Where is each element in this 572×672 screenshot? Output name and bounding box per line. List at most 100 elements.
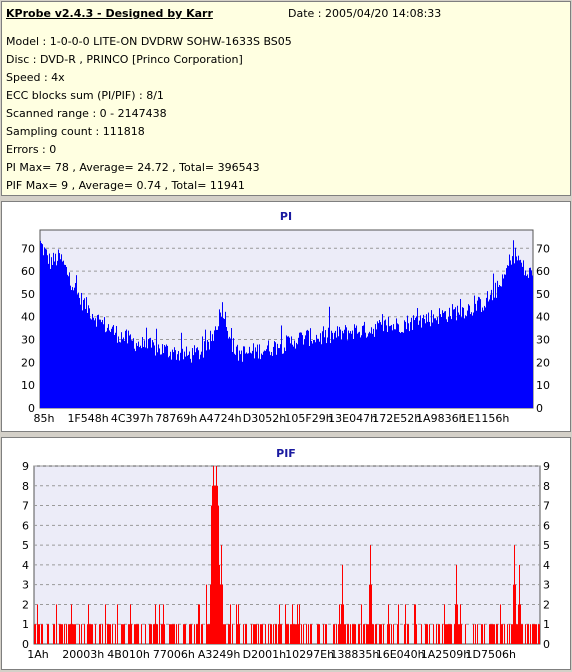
- pif-bar: [169, 624, 170, 644]
- pif-bar: [292, 604, 293, 644]
- pi-bar: [343, 333, 344, 408]
- pi-bar: [352, 330, 353, 408]
- pi-bar: [380, 322, 381, 408]
- pif-stats-line: PIF Max= 9 , Average= 0.74 , Total= 1194…: [6, 179, 245, 192]
- pi-bar: [64, 264, 65, 408]
- pi-bar: [167, 345, 168, 408]
- pi-bar: [96, 326, 97, 408]
- pif-bar: [217, 485, 218, 644]
- pif-bar: [64, 624, 65, 644]
- pif-bar: [70, 624, 71, 644]
- pi-bar: [353, 338, 354, 408]
- pi-bar: [172, 349, 173, 408]
- pi-bar: [198, 350, 199, 408]
- pi-bar: [91, 319, 92, 408]
- pi-bar: [323, 326, 324, 408]
- pif-bar: [389, 624, 390, 644]
- pif-bar: [519, 564, 520, 644]
- pi-bar: [220, 312, 221, 408]
- pi-bar: [48, 263, 49, 408]
- pif-bar: [451, 624, 452, 644]
- pi-bar: [402, 332, 403, 408]
- x-tick-label: 4C397h: [111, 412, 154, 425]
- pi-bar: [452, 304, 453, 408]
- pif-bar: [42, 624, 43, 644]
- pif-bar: [407, 624, 408, 644]
- pi-bar: [94, 320, 95, 408]
- pi-bar: [444, 311, 445, 408]
- pi-bar: [81, 292, 82, 408]
- pi-bar: [268, 340, 269, 408]
- x-tick-label: 13E047h: [328, 412, 377, 425]
- pi-bar: [177, 354, 178, 408]
- pi-bar: [133, 338, 134, 408]
- pif-bar: [123, 624, 124, 644]
- pi-bar: [119, 341, 120, 408]
- pif-bar: [491, 624, 492, 644]
- pi-bar: [69, 272, 70, 408]
- pif-bar: [137, 624, 138, 644]
- pi-bar: [326, 343, 327, 408]
- pif-bar: [224, 624, 225, 644]
- pi-bar: [331, 330, 332, 408]
- pif-bar: [107, 624, 108, 644]
- pi-bar: [516, 256, 517, 408]
- pi-bar: [486, 297, 487, 408]
- pi-bar: [139, 347, 140, 408]
- pi-bar: [417, 308, 418, 408]
- pi-bar: [202, 336, 203, 408]
- pi-bar: [150, 337, 151, 408]
- pi-bar: [378, 323, 379, 408]
- pif-bar: [161, 624, 162, 644]
- x-tick-label: 78769h: [155, 412, 197, 425]
- pi-bar: [173, 352, 174, 408]
- pif-bar: [176, 624, 177, 644]
- pi-bar: [301, 332, 302, 408]
- y-tick-right: 5: [543, 539, 550, 552]
- pi-bar: [269, 351, 270, 408]
- pif-bar: [461, 624, 462, 644]
- pi-bar: [296, 342, 297, 408]
- y-tick-right: 6: [543, 519, 550, 532]
- pi-bar: [327, 337, 328, 408]
- pi-bar: [347, 340, 348, 408]
- pi-bar: [519, 260, 520, 408]
- pif-bar: [201, 624, 202, 644]
- pif-bar: [515, 584, 516, 644]
- pif-bar: [319, 624, 320, 644]
- pi-bar: [363, 325, 364, 408]
- errors-line: Errors : 0: [6, 143, 57, 156]
- pi-bar: [58, 249, 59, 408]
- pi-bar: [79, 297, 80, 408]
- pif-bar: [91, 624, 92, 644]
- pi-bar: [101, 322, 102, 408]
- pi-bar: [404, 320, 405, 408]
- pi-bar: [384, 320, 385, 408]
- pi-bar: [53, 252, 54, 408]
- pi-bar: [90, 318, 91, 408]
- pif-bar: [156, 624, 157, 644]
- y-tick-left: 8: [22, 480, 29, 493]
- pif-bar: [208, 624, 209, 644]
- pi-bar: [235, 354, 236, 408]
- pi-bar: [465, 315, 466, 408]
- pif-bar: [414, 604, 415, 644]
- pif-bar: [391, 624, 392, 644]
- y-tick-left: 60: [21, 265, 35, 278]
- pif-bar: [87, 624, 88, 644]
- pif-bar: [367, 624, 368, 644]
- pi-bar: [141, 348, 142, 408]
- pi-bar: [192, 348, 193, 408]
- pif-bar: [105, 604, 106, 644]
- pi-bar: [528, 277, 529, 408]
- pi-bar: [84, 298, 85, 408]
- pi-bar: [176, 359, 177, 408]
- pif-bar: [311, 624, 312, 644]
- pi-chart: 0 0 10 10 20 20 30 30 40 40 50 50 60 60 70 70 85h 1F548h 4…: [21, 229, 550, 425]
- pi-bar: [70, 285, 71, 408]
- pi-bar: [171, 359, 172, 408]
- pi-bar: [245, 353, 246, 408]
- pi-bar: [414, 320, 415, 408]
- pif-bar: [191, 624, 192, 644]
- pi-bar: [158, 344, 159, 408]
